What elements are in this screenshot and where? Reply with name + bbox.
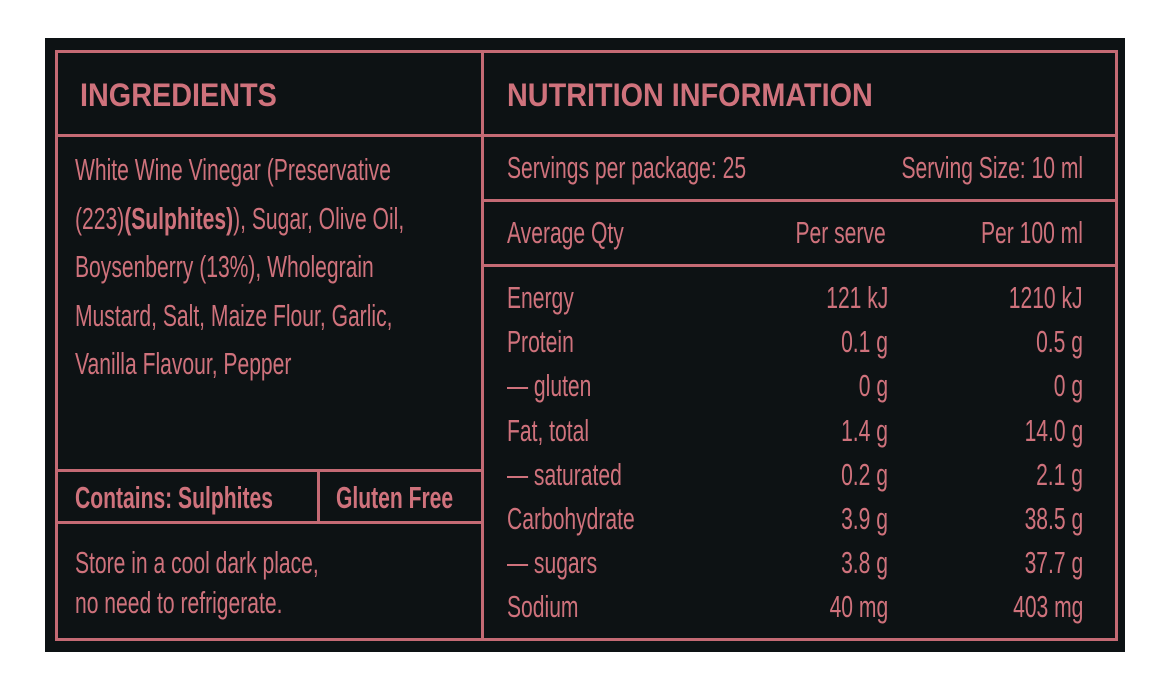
nutrient-name: — sugars [507,545,598,581]
nutrient-name: Sodium [507,589,579,625]
per-100: 37.7 g [1024,545,1083,581]
border [55,638,1118,641]
ingredient-text: Boysenberry (13%), Wholegrain [75,249,374,284]
storage-text: no need to refrigerate. [75,585,283,620]
per-100: 2.1 g [1036,456,1083,492]
allergen: Contains: Sulphites [75,480,273,515]
section-title: INGREDIENTS [80,77,277,113]
ingredient-line: Boysenberry (13%), Wholegrain [75,249,374,285]
servings: Servings per package: 25 [507,150,747,185]
per-serve: 3.9 g [841,501,888,536]
per-serve: 0.2 g [841,456,888,492]
ingredient-line: Vanilla Flavour, Pepper [75,346,291,382]
border [481,264,1118,267]
column-header: Average Qty [507,215,624,250]
column-header: Per serve [795,215,886,250]
nutrient-name: Fat, total [507,412,590,448]
border [55,134,1118,137]
border [481,199,1118,202]
ingredient-line: White Wine Vinegar (Preservative [75,152,391,188]
border [317,469,320,524]
serving-size: Serving Size: 10 ml [901,150,1083,185]
per-serve: 0.1 g [841,324,888,360]
per-serve: 0 g [858,368,888,404]
per-100: 0.5 g [1036,324,1083,360]
ingredient-line: Mustard, Salt, Maize Flour, Garlic, [75,298,392,334]
nutrient-name: Energy [507,280,574,315]
per-serve: 1.4 g [841,412,888,448]
label-panel [45,38,1125,652]
border [481,50,484,641]
per-serve: 3.8 g [841,545,888,581]
nutrient-name: — saturated [507,456,622,492]
border [1115,50,1118,641]
ingredient-line: (223)(Sulphites)), Sugar, Olive Oil, [75,201,404,237]
ingredient-text: Vanilla Flavour, Pepper [75,346,292,381]
ingredient-text: White Wine Vinegar (Preservative [75,152,391,187]
column-header: Per 100 ml [981,215,1083,250]
border [55,50,58,641]
per-serve: 40 mg [829,589,888,625]
border [55,521,484,524]
gluten-free: Gluten Free [336,480,454,515]
per-100: 403 mg [1012,589,1083,625]
per-100: 14.0 g [1024,412,1083,448]
ingredient-text: (Sulphites) [124,200,234,236]
ingredient-text: ), Sugar, Olive Oil, [233,200,405,236]
nutrient-name: — gluten [507,368,592,404]
per-100: 1210 kJ [1009,280,1083,315]
storage-text: Store in a cool dark place, [75,545,319,580]
ingredient-text: (223) [75,200,125,236]
ingredient-text: Mustard, Salt, Maize Flour, Garlic, [75,297,393,333]
border [55,469,484,472]
nutrient-name: Carbohydrate [507,501,635,536]
per-serve: 121 kJ [825,280,888,315]
border [55,50,1118,53]
per-100: 38.5 g [1024,501,1083,536]
section-title: NUTRITION INFORMATION [507,77,873,113]
per-100: 0 g [1053,368,1083,404]
nutrient-name: Protein [507,324,574,360]
